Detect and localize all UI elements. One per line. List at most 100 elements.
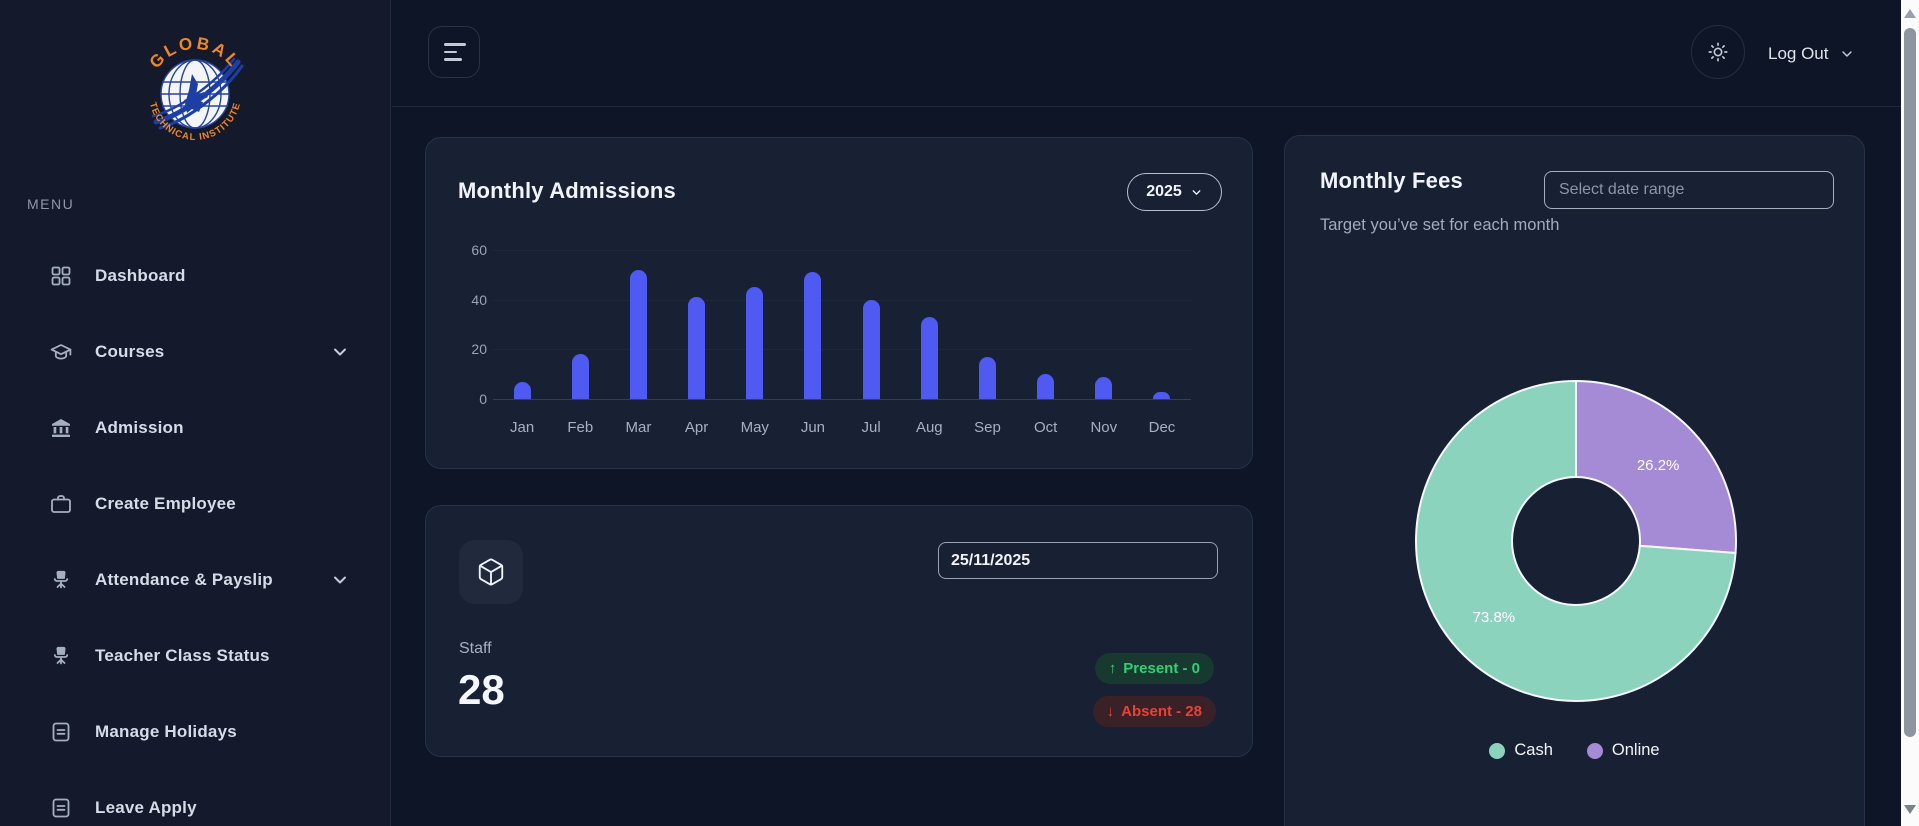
bar-dec	[1153, 391, 1171, 399]
staff-attendance-card: Staff 28 ↑ Present - 0 ↓ Absent - 28	[425, 505, 1253, 757]
absent-badge: ↓ Absent - 28	[1092, 696, 1216, 727]
x-tick-label: Feb	[567, 419, 594, 436]
x-tick-label: Sep	[974, 419, 1001, 436]
bar-apr	[688, 297, 706, 399]
bank-icon	[52, 419, 70, 437]
admissions-x-axis: Jan Feb Mar Apr May Jun Jul Aug Sep Oct Nov Dec	[493, 419, 1191, 436]
admissions-title: Monthly Admissions	[458, 178, 676, 203]
fees-donut-chart: 26.2% 73.8%	[1415, 379, 1737, 702]
bar-may	[746, 287, 764, 399]
date-range-input[interactable]	[1544, 171, 1834, 209]
donut-slice-label: 26.2%	[1637, 457, 1680, 474]
year-select[interactable]: 2025	[1127, 173, 1222, 211]
logout-button[interactable]: Log Out	[1768, 0, 1855, 107]
box-icon	[478, 558, 504, 586]
logout-label: Log Out	[1768, 43, 1829, 63]
scroll-down-arrow-icon[interactable]	[1904, 805, 1916, 814]
scrollbar-thumb[interactable]	[1904, 28, 1916, 737]
globe-logo-icon: GLOBAL TECHNICAL INSTITUTE	[146, 33, 244, 143]
theme-toggle-button[interactable]	[1691, 25, 1745, 79]
gridline	[493, 250, 1191, 251]
y-tick-label: 60	[471, 242, 487, 258]
x-tick-label: May	[740, 419, 769, 436]
gridline	[493, 299, 1191, 301]
page-scrollbar[interactable]	[1901, 0, 1919, 826]
x-tick-label: Jan	[509, 419, 535, 436]
chevron-down-icon	[1192, 189, 1201, 195]
sidebar-item-label: Attendance & Payslip	[95, 570, 273, 589]
x-tick-label: Aug	[915, 419, 943, 436]
legend-item-cash: Cash	[1489, 741, 1553, 760]
file-lines-icon	[52, 798, 70, 818]
file-lines-icon	[52, 722, 70, 742]
y-tick-label: 0	[479, 391, 487, 407]
y-tick-label: 40	[471, 291, 487, 308]
staff-icon-tile	[459, 540, 523, 604]
x-tick-label: Dec	[1148, 419, 1176, 436]
admissions-plot: Jan Feb Mar Apr May Jun Jul Aug Sep Oct Nov Dec	[493, 250, 1191, 436]
bar-oct	[1037, 374, 1055, 399]
donut-slice-online	[1575, 379, 1737, 555]
gridline	[493, 399, 1191, 400]
chevron-down-icon	[334, 348, 346, 356]
grid-icon	[51, 266, 71, 286]
gridline	[493, 349, 1191, 351]
bar-sep	[978, 356, 996, 399]
staff-count: 28	[458, 666, 505, 713]
attendance-date-input[interactable]	[938, 542, 1218, 579]
donut-slice-label: 73.8%	[1473, 609, 1516, 626]
sidebar-nav: Dashboard Courses Admission Create Employee…	[0, 238, 390, 826]
sidebar-item-label: Teacher Class Status	[95, 646, 270, 665]
office-chair-icon	[53, 570, 69, 589]
arrow-down-icon: ↓	[1106, 703, 1115, 720]
sidebar-item-label: Courses	[95, 342, 165, 361]
sidebar-item-label: Create Employee	[95, 494, 236, 513]
sidebar-item-dashboard[interactable]: Dashboard	[0, 238, 390, 314]
chevron-down-icon	[1841, 50, 1852, 57]
sidebar-item-leave-apply[interactable]: Leave Apply	[0, 770, 390, 826]
x-tick-label: Jun	[800, 419, 826, 436]
admissions-y-axis: 0 20 40 60	[451, 242, 493, 407]
bar-feb	[571, 354, 589, 399]
sidebar: GLOBAL TECHNICAL INSTITUTE MENU Dashboar…	[0, 0, 391, 826]
bar-aug	[920, 317, 938, 399]
scroll-up-arrow-icon[interactable]	[1904, 9, 1916, 18]
admissions-bars	[493, 250, 1191, 399]
menu-section-label: MENU	[27, 196, 75, 212]
graduation-cap-icon	[50, 344, 72, 360]
sidebar-item-label: Dashboard	[95, 266, 186, 285]
fees-subtitle: Target you’ve set for each month	[1320, 216, 1560, 234]
x-tick-label: Nov	[1090, 419, 1118, 436]
sidebar-item-manage-holidays[interactable]: Manage Holidays	[0, 694, 390, 770]
sidebar-item-label: Admission	[95, 418, 184, 437]
arrow-up-icon: ↑	[1108, 660, 1117, 677]
x-tick-label: Jul	[861, 419, 881, 436]
fees-legend: Cash Online	[1285, 741, 1864, 760]
legend-item-online: Online	[1586, 741, 1660, 760]
present-badge: ↑ Present - 0	[1094, 653, 1214, 684]
sidebar-item-label: Leave Apply	[95, 798, 197, 817]
institute-logo: GLOBAL TECHNICAL INSTITUTE	[136, 30, 254, 154]
legend-dot	[1586, 742, 1603, 759]
monthly-fees-card: Monthly Fees Target you’ve set for each …	[1284, 135, 1865, 826]
monthly-admissions-card: Monthly Admissions 2025 0 20 40 60 Jan Feb Ma…	[425, 137, 1253, 469]
sidebar-item-admission[interactable]: Admission	[0, 390, 390, 466]
fees-title: Monthly Fees	[1320, 168, 1463, 193]
bar-nov	[1095, 376, 1113, 399]
bar-jan	[513, 381, 531, 399]
bar-mar	[629, 269, 647, 399]
sidebar-item-courses[interactable]: Courses	[0, 314, 390, 390]
briefcase-icon	[51, 495, 71, 513]
sidebar-item-attendance-payslip[interactable]: Attendance & Payslip	[0, 542, 390, 618]
bar-jun	[804, 272, 822, 399]
topbar: Log Out	[392, 0, 1901, 107]
sun-icon	[1708, 42, 1728, 62]
x-tick-label: Oct	[1033, 419, 1058, 436]
sidebar-item-teacher-class-status[interactable]: Teacher Class Status	[0, 618, 390, 694]
chevron-down-icon	[334, 576, 346, 584]
donut-slice-cash	[1415, 379, 1737, 702]
sidebar-toggle-button[interactable]	[428, 26, 480, 78]
sidebar-item-label: Manage Holidays	[95, 722, 237, 741]
sidebar-item-create-employee[interactable]: Create Employee	[0, 466, 390, 542]
